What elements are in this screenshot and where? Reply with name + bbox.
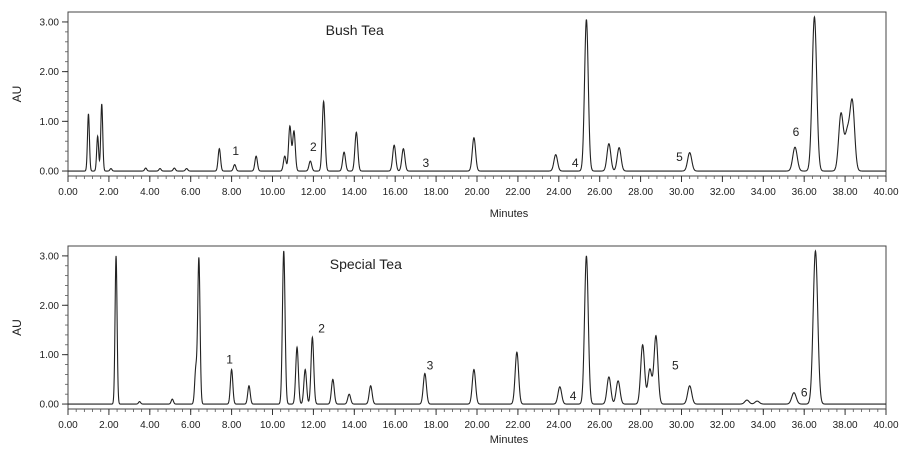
y-tick-label: 3.00 bbox=[40, 251, 60, 262]
panel-title: Bush Tea bbox=[326, 22, 384, 38]
x-tick-label: 20.00 bbox=[464, 420, 489, 431]
peak-annotation: 6 bbox=[793, 125, 800, 139]
x-tick-label: 8.00 bbox=[222, 187, 242, 198]
x-tick-label: 0.00 bbox=[58, 187, 78, 198]
y-tick-label: 2.00 bbox=[40, 301, 60, 312]
x-tick-label: 34.00 bbox=[751, 187, 776, 198]
peak-annotation: 2 bbox=[310, 140, 317, 154]
peak-annotation: 3 bbox=[423, 156, 430, 170]
plot-frame bbox=[68, 12, 886, 176]
x-tick-label: 38.00 bbox=[833, 420, 858, 431]
x-tick-label: 6.00 bbox=[181, 420, 201, 431]
x-tick-label: 28.00 bbox=[628, 187, 653, 198]
chromatogram-trace bbox=[68, 251, 886, 404]
x-tick-label: 22.00 bbox=[505, 420, 530, 431]
peak-annotation: 4 bbox=[570, 389, 577, 403]
peak-annotation: 3 bbox=[427, 358, 434, 372]
x-tick-label: 16.00 bbox=[383, 420, 408, 431]
x-tick-label: 0.00 bbox=[58, 420, 78, 431]
y-tick-label: 2.00 bbox=[40, 67, 60, 78]
y-tick-label: 3.00 bbox=[40, 17, 60, 28]
x-axis-label: Minutes bbox=[490, 208, 529, 220]
x-tick-label: 38.00 bbox=[833, 187, 858, 198]
x-tick-label: 14.00 bbox=[342, 187, 367, 198]
peak-annotation: 4 bbox=[572, 156, 579, 170]
plot-frame bbox=[68, 246, 886, 409]
x-tick-label: 32.00 bbox=[710, 420, 735, 431]
x-tick-label: 24.00 bbox=[546, 420, 571, 431]
y-tick-label: 1.00 bbox=[40, 350, 60, 361]
y-axis-label: AU bbox=[10, 86, 24, 103]
x-tick-label: 2.00 bbox=[99, 187, 119, 198]
x-axis-label: Minutes bbox=[490, 434, 529, 446]
x-tick-label: 36.00 bbox=[792, 420, 817, 431]
y-tick-label: 0.00 bbox=[40, 167, 60, 178]
x-tick-label: 6.00 bbox=[181, 187, 201, 198]
y-tick-label: 0.00 bbox=[40, 400, 60, 411]
x-tick-label: 2.00 bbox=[99, 420, 119, 431]
x-tick-label: 32.00 bbox=[710, 187, 735, 198]
x-tick-label: 26.00 bbox=[587, 420, 612, 431]
x-tick-label: 28.00 bbox=[628, 420, 653, 431]
x-tick-label: 16.00 bbox=[383, 187, 408, 198]
y-tick-label: 1.00 bbox=[40, 117, 60, 128]
x-tick-label: 10.00 bbox=[260, 420, 285, 431]
x-tick-label: 40.00 bbox=[873, 420, 898, 431]
x-tick-label: 20.00 bbox=[464, 187, 489, 198]
x-tick-label: 4.00 bbox=[140, 420, 160, 431]
panel-title: Special Tea bbox=[330, 256, 402, 272]
x-tick-label: 8.00 bbox=[222, 420, 242, 431]
x-tick-label: 36.00 bbox=[792, 187, 817, 198]
x-tick-label: 26.00 bbox=[587, 187, 612, 198]
x-tick-label: 22.00 bbox=[505, 187, 530, 198]
x-tick-label: 30.00 bbox=[669, 420, 694, 431]
x-tick-label: 10.00 bbox=[260, 187, 285, 198]
x-tick-label: 34.00 bbox=[751, 420, 776, 431]
y-axis-label: AU bbox=[10, 319, 24, 336]
peak-annotation: 2 bbox=[318, 321, 325, 335]
x-tick-label: 12.00 bbox=[301, 420, 326, 431]
x-tick-label: 18.00 bbox=[424, 420, 449, 431]
x-tick-label: 4.00 bbox=[140, 187, 160, 198]
x-tick-label: 18.00 bbox=[424, 187, 449, 198]
peak-annotation: 1 bbox=[226, 353, 233, 367]
x-tick-label: 30.00 bbox=[669, 187, 694, 198]
peak-annotation: 5 bbox=[676, 150, 683, 164]
peak-annotation: 6 bbox=[801, 386, 808, 400]
chromatogram-trace bbox=[68, 17, 886, 171]
x-tick-label: 40.00 bbox=[873, 187, 898, 198]
peak-annotation: 1 bbox=[232, 144, 239, 158]
x-tick-label: 12.00 bbox=[301, 187, 326, 198]
x-tick-label: 24.00 bbox=[546, 187, 571, 198]
x-tick-label: 14.00 bbox=[342, 420, 367, 431]
peak-annotation: 5 bbox=[672, 358, 679, 372]
